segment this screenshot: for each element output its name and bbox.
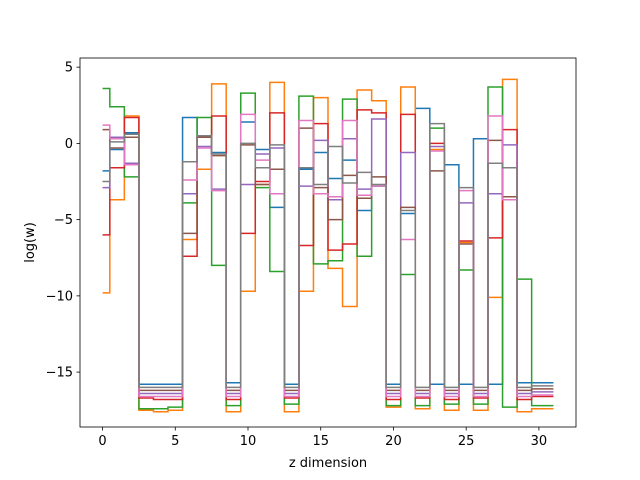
y-tick-label: 0 <box>65 137 73 152</box>
x-tick-label: 10 <box>240 434 257 449</box>
series-line-7 <box>102 122 554 389</box>
x-tick-label: 15 <box>312 434 329 449</box>
y-tick-label: −5 <box>54 213 73 228</box>
series-layer <box>102 78 554 413</box>
y-tick-label: −10 <box>46 289 73 304</box>
y-axis: −15 −10 −5 0 5 <box>46 61 80 381</box>
plot-frame <box>79 57 577 428</box>
x-axis: 0 5 10 15 20 25 30 <box>98 427 547 449</box>
y-axis-label: log(w) <box>23 222 38 263</box>
x-tick-label: 30 <box>531 434 548 449</box>
x-tick-label: 20 <box>385 434 402 449</box>
x-tick-label: 25 <box>458 434 475 449</box>
y-tick-label: 5 <box>65 61 73 76</box>
x-tick-label: 0 <box>98 434 106 449</box>
x-axis-label: z dimension <box>289 456 367 471</box>
y-tick-label: −15 <box>46 366 73 381</box>
x-tick-label: 5 <box>171 434 179 449</box>
